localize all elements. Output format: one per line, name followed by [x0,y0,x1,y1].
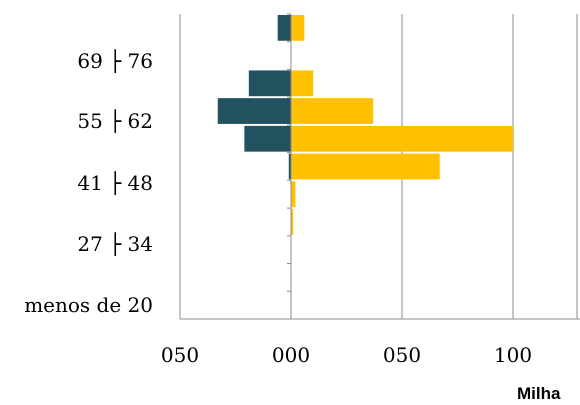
x-axis-label: Milha [517,384,561,403]
y-tick-label: 27 ├ 34 [77,232,153,256]
y-tick-label: 69 ├ 76 [77,49,153,73]
bar-left [217,98,291,124]
y-tick-label: 41 ├ 48 [77,171,153,195]
x-tick-label: 100 [494,343,532,367]
bar-right [291,181,296,208]
bar-left [288,153,291,180]
bar-left [277,14,291,41]
grid-lines [179,14,578,319]
bar-right [291,70,314,97]
bars-group [217,14,513,235]
y-tick-label: 55 ├ 62 [77,109,153,133]
bar-right [291,153,440,180]
axis-lines [180,13,580,320]
bar-right [291,125,513,152]
bar-left [244,125,291,152]
bar-right [291,98,374,124]
y-tick-label: menos de 20 [24,293,153,317]
bar-left [248,70,291,97]
bar-right [291,14,305,41]
x-tick-label: 050 [383,343,421,367]
x-tick-label: 000 [272,343,310,367]
x-tick-label: 050 [161,343,199,367]
bar-right [291,209,294,235]
